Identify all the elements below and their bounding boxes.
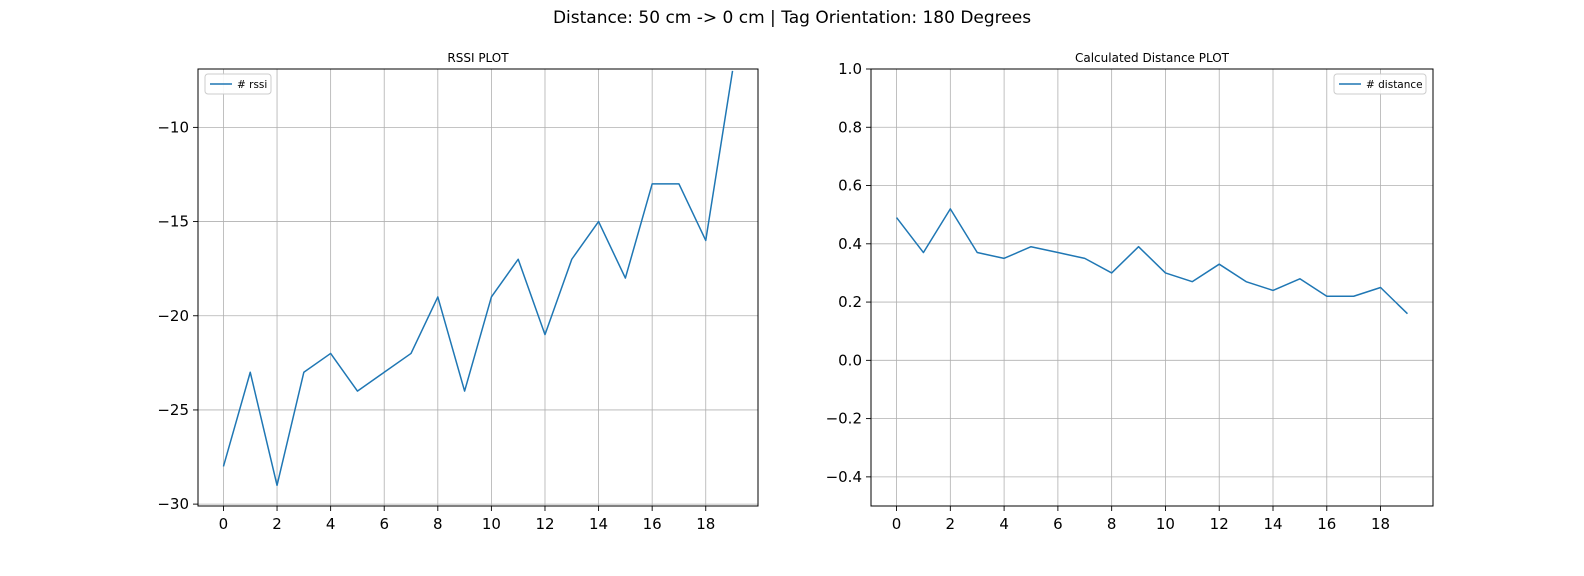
rssi-x-tick-label: 2 [272, 515, 282, 533]
rssi-chart-title: RSSI PLOT [447, 51, 509, 65]
rssi-x-tick-label: 12 [535, 515, 554, 533]
distance-y-tick-label: 1.0 [838, 60, 862, 78]
rssi-axes-frame [197, 68, 759, 507]
figure-suptitle: Distance: 50 cm -> 0 cm | Tag Orientatio… [552, 8, 1032, 28]
distance-axes-frame [870, 68, 1434, 507]
rssi-y-tick-label: −10 [157, 118, 189, 136]
rssi-y-tick-label: −20 [157, 307, 189, 325]
distance-y-tick-label: 0.6 [838, 177, 862, 195]
distance-x-tick-label: 8 [1107, 515, 1117, 533]
distance-x-tick-label: 10 [1156, 515, 1175, 533]
distance-x-tick-label: 0 [892, 515, 902, 533]
rssi-x-tick-label: 18 [696, 515, 715, 533]
distance-y-tick-label: 0.0 [838, 351, 862, 369]
distance-x-tick-label: 12 [1210, 515, 1229, 533]
distance-legend-label: # distance [1366, 79, 1423, 91]
rssi-chart: RSSI PLOT 0 2 4 6 8 10 12 14 16 18 −30 −25 −20 −15 −10 #… [157, 51, 759, 533]
distance-series-line [895, 208, 1408, 315]
distance-y-tick-label: 0.8 [838, 118, 862, 136]
distance-x-tick-label: 2 [946, 515, 956, 533]
rssi-x-tick-label: 14 [589, 515, 608, 533]
rssi-legend-box [204, 73, 272, 95]
rssi-x-tick-label: 16 [643, 515, 662, 533]
distance-y-tick-label: −0.2 [826, 410, 862, 428]
distance-y-tick-label: 0.4 [838, 235, 862, 253]
distance-y-tick-label: −0.4 [826, 468, 862, 486]
distance-x-tick-label: 4 [999, 515, 1009, 533]
rssi-x-tick-label: 4 [326, 515, 336, 533]
rssi-y-tick-label: −30 [157, 495, 189, 513]
rssi-x-tick-label: 6 [379, 515, 389, 533]
distance-x-tick-label: 16 [1317, 515, 1336, 533]
distance-x-tick-label: 14 [1263, 515, 1282, 533]
distance-legend: # distance [1333, 73, 1427, 95]
rssi-y-tick-label: −15 [157, 213, 189, 231]
rssi-legend-label: # rssi [237, 79, 267, 91]
distance-legend-box [1333, 73, 1427, 95]
rssi-legend: # rssi [204, 73, 272, 95]
rssi-x-tick-label: 10 [482, 515, 501, 533]
rssi-series-line [222, 70, 734, 487]
distance-chart-title: Calculated Distance PLOT [1075, 51, 1230, 65]
distance-chart: Calculated Distance PLOT 0 2 4 6 8 10 12 14 16 18 −… [826, 51, 1434, 533]
distance-x-tick-label: 6 [1053, 515, 1063, 533]
rssi-y-tick-label: −25 [157, 401, 189, 419]
rssi-x-tick-label: 8 [433, 515, 443, 533]
distance-x-tick-label: 18 [1371, 515, 1390, 533]
rssi-x-tick-label: 0 [219, 515, 229, 533]
distance-y-tick-label: 0.2 [838, 293, 862, 311]
